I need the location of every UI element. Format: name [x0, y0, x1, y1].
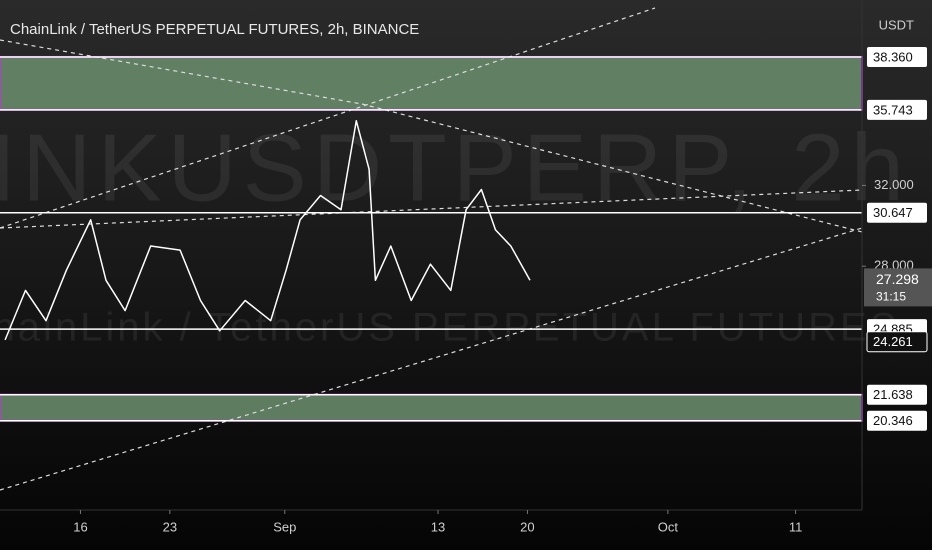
zone [0, 393, 863, 422]
trend-line [0, 7, 656, 229]
trend-line [0, 39, 363, 105]
last-price-label: 27.298 [876, 271, 919, 287]
level-label-box [866, 331, 928, 353]
watermark-subtitle: ChainLink / TetherUS PERPETUAL FUTURES [0, 306, 899, 350]
x-tick-label: 16 [73, 519, 87, 534]
countdown: 31:15 [876, 290, 906, 304]
price-series [4, 120, 531, 341]
level-label: 30.647 [873, 205, 913, 220]
currency: USDT [879, 17, 914, 32]
zone [0, 55, 863, 111]
trend-lines [0, 7, 863, 491]
x-tick-label: 13 [431, 519, 445, 534]
level-label: 20.346 [873, 413, 913, 428]
level-label-box [867, 99, 927, 120]
watermark: LINKUSDTPERP, 2h [0, 114, 910, 221]
trend-line [361, 103, 863, 233]
level-label: 38.360 [873, 49, 913, 64]
price-line [4, 120, 531, 341]
y-tick-label: 32.000 [874, 177, 914, 192]
x-tick-label: 20 [520, 519, 534, 534]
level-label-box [867, 410, 927, 431]
level-label: 24.261 [873, 334, 913, 349]
x-tick-label: 23 [163, 519, 177, 534]
level-label: 21.638 [873, 387, 913, 402]
x-tick-label: Oct [658, 519, 679, 534]
level-label: 35.743 [873, 102, 913, 117]
x-tick-label: Sep [273, 519, 296, 534]
last-price-box [864, 268, 932, 307]
chart-title: ChainLink / TetherUS PERPETUAL FUTURES, … [10, 21, 419, 38]
level-label-box [867, 384, 927, 405]
level-lines [0, 56, 862, 422]
level-label-box [867, 202, 927, 223]
trend-line [0, 227, 863, 491]
x-tick-label: 11 [789, 519, 803, 534]
level-label-box [867, 46, 927, 67]
axes: 32.00028.00038.36035.74330.64724.88524.2… [0, 0, 932, 534]
